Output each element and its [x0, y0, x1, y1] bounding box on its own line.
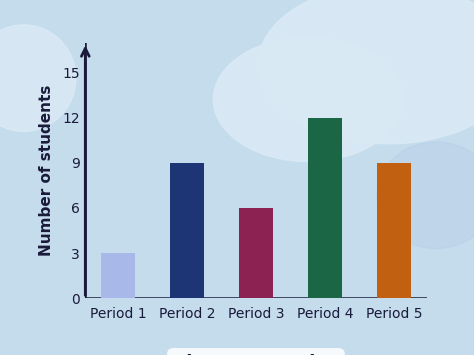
- Y-axis label: Number of students: Number of students: [39, 85, 54, 256]
- Text: Class categories: Class categories: [173, 354, 338, 355]
- Ellipse shape: [258, 0, 474, 144]
- Bar: [101, 253, 135, 298]
- Ellipse shape: [0, 25, 76, 131]
- Bar: [170, 163, 204, 298]
- Bar: [308, 118, 342, 298]
- Bar: [377, 163, 411, 298]
- Bar: [239, 208, 273, 298]
- Ellipse shape: [213, 37, 403, 162]
- Ellipse shape: [377, 142, 474, 248]
